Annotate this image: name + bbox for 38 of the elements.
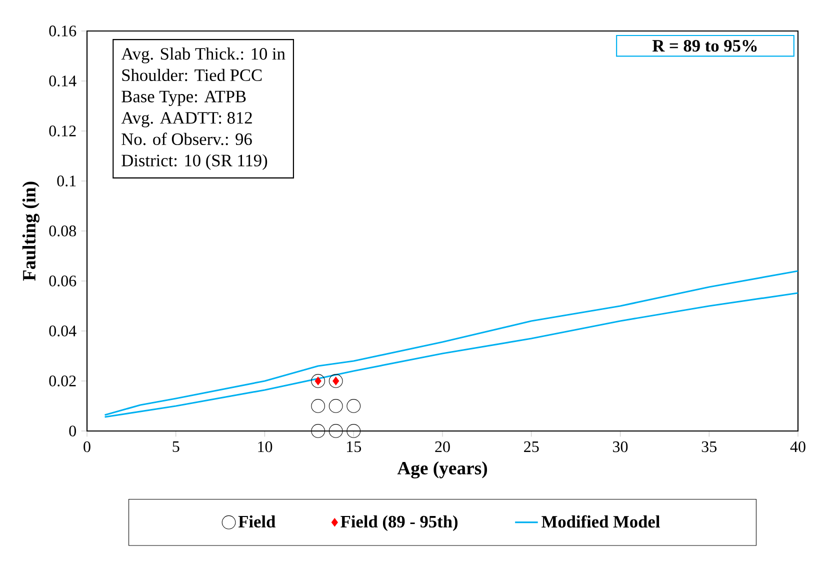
x-tick-label: 35: [702, 441, 716, 452]
annotation: Base Type: ATPB: [122, 90, 246, 106]
x-tick-label: 30: [613, 441, 628, 452]
legend-label: Field (89 - 95th): [340, 515, 458, 532]
y-tick-label: 0.12: [49, 126, 76, 136]
annotation: Shoulder: Tied PCC: [122, 68, 262, 82]
x-tick-label: 0: [84, 441, 90, 452]
y-tick-label: 0: [69, 426, 76, 436]
point: [346, 424, 361, 438]
annotation: No. of Observ.: 96: [122, 132, 252, 146]
legend-label: Modified Model: [542, 515, 660, 528]
y-axis-title: Faulting (in): [22, 182, 40, 281]
point: [328, 374, 343, 388]
point: [328, 399, 343, 413]
x-tick-label: 15: [347, 441, 362, 452]
point: [311, 399, 326, 413]
y-tick-label: 0.14: [49, 76, 76, 86]
annotation: Avg. Slab Thick.: 10 in: [121, 48, 286, 64]
point: [346, 399, 361, 413]
y-tick-label: 0.08: [49, 226, 76, 236]
annotation: Avg. AADTT: 812: [121, 112, 252, 128]
annotation: District: 10 (SR 119): [122, 154, 268, 170]
legend-label: Field: [238, 515, 276, 528]
y-tick-label: 0.02: [49, 376, 76, 386]
x-tick-label: 5: [172, 441, 180, 452]
point: [328, 424, 343, 438]
x-tick-label: 20: [435, 441, 450, 452]
y-tick-label: 0.06: [49, 276, 76, 286]
x-tick-label: 10: [258, 441, 272, 452]
x-tick-label: 40: [790, 441, 806, 452]
point: [311, 374, 326, 388]
x-axis-title: Age (years): [397, 461, 488, 478]
y-tick-label: 0.1: [57, 176, 76, 186]
y-tick-label: 0.04: [49, 326, 76, 336]
annotation: R = 89 to 95%: [652, 40, 757, 52]
y-tick-label: 0.16: [49, 26, 76, 36]
point: [311, 424, 326, 438]
x-tick-label: 25: [524, 441, 539, 452]
